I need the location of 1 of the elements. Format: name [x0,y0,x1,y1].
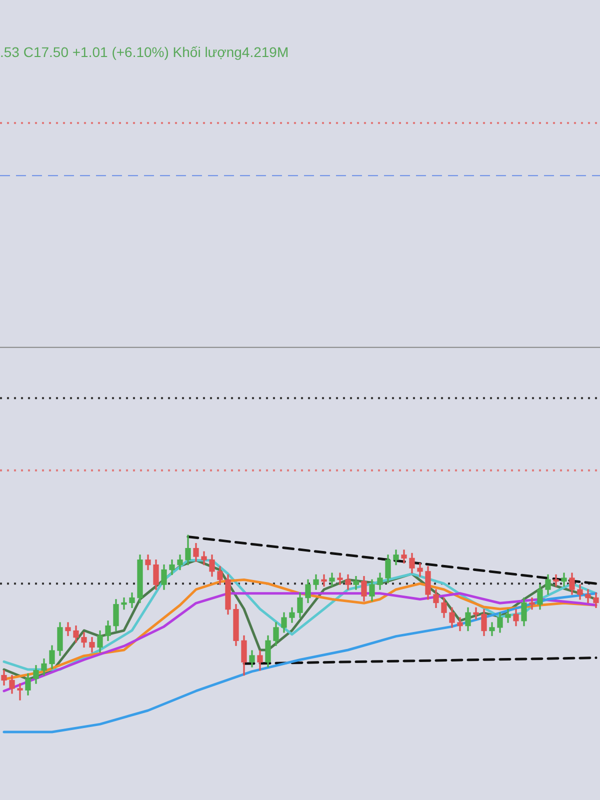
text: .53 C17.50 +1.01 (+6.10%) Khối lượng4.219M [0,44,289,60]
